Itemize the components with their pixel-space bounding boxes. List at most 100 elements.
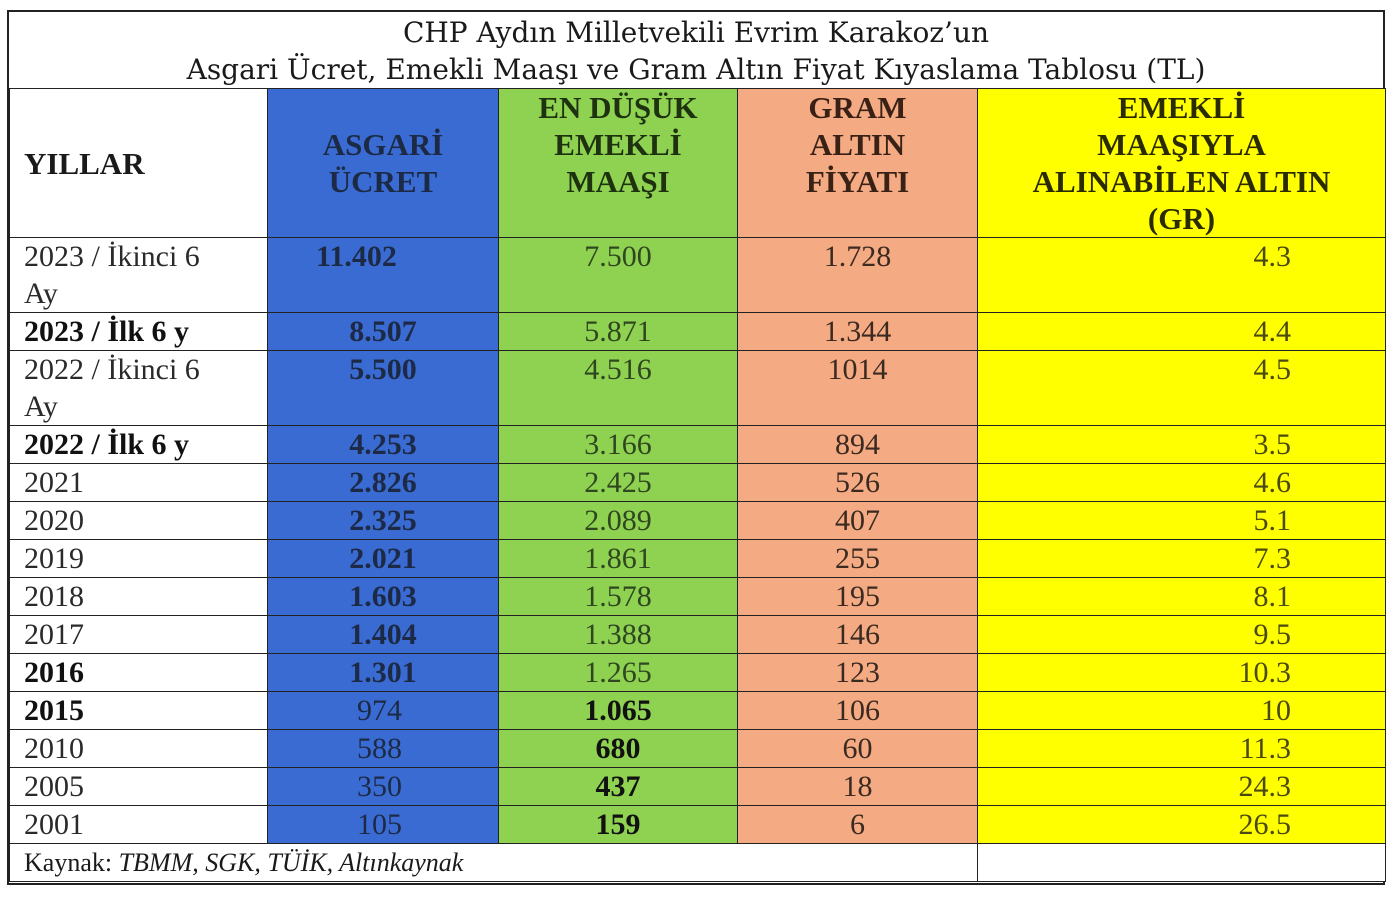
comparison-table: YILLAR ASGARİ ÜCRET EN DÜŞÜK EMEKLİ MAAŞ… (9, 88, 1386, 882)
cell-min-wage: 2.021 (267, 539, 499, 578)
header-gold-buyable: EMEKLİ MAAŞIYLA ALINABİLEN ALTIN (GR) (977, 88, 1386, 238)
header-gold-buyable-line: ALINABİLEN ALTIN (1032, 164, 1331, 199)
cell-year: 2005 (9, 767, 268, 806)
cell-gold-price: 123 (737, 653, 978, 692)
cell-gold-price: 60 (737, 729, 978, 768)
cell-gold-price: 407 (737, 501, 978, 540)
source-row: Kaynak: TBMM, SGK, TÜİK, Altınkaynak (9, 843, 1386, 882)
cell-min-wage: 1.301 (267, 653, 499, 692)
year-line: 2022 / İkinci 6 (24, 353, 200, 386)
header-gold-buyable-line: EMEKLİ (1117, 90, 1246, 125)
cell-min-wage: 8.507 (267, 312, 499, 351)
cell-min-pension: 159 (498, 805, 738, 844)
cell-gold-price: 255 (737, 539, 978, 578)
cell-min-pension: 2.425 (498, 463, 738, 502)
cell-gold-grams: 7.3 (977, 539, 1386, 578)
header-gold-price-line: GRAM (808, 90, 907, 125)
source-text: TBMM, SGK, TÜİK, Altınkaynak (118, 848, 464, 877)
cell-gold-grams: 3.5 (977, 425, 1386, 464)
cell-min-pension: 1.388 (498, 615, 738, 654)
cell-min-wage: 5.500 (267, 350, 499, 426)
header-min-wage: ASGARİ ÜCRET (267, 88, 499, 238)
table-title: CHP Aydın Milletvekili Evrim Karakoz’un … (9, 12, 1383, 88)
table-row: 2022 / İlk 6 y 4.253 3.166 894 3.5 (9, 425, 1386, 464)
cell-gold-grams: 10.3 (977, 653, 1386, 692)
table-row: 2019 2.021 1.861 255 7.3 (9, 539, 1386, 578)
cell-gold-price: 6 (737, 805, 978, 844)
table-row: 2005 350 437 18 24.3 (9, 767, 1386, 806)
cell-gold-grams: 4.5 (977, 350, 1386, 426)
header-min-pension-line: MAAŞI (566, 164, 670, 199)
table-row: 2015 974 1.065 106 10 (9, 691, 1386, 730)
cell-gold-grams: 26.5 (977, 805, 1386, 844)
table-row: 2023 / İlk 6 y 8.507 5.871 1.344 4.4 (9, 312, 1386, 351)
cell-min-pension: 437 (498, 767, 738, 806)
cell-min-pension: 1.578 (498, 577, 738, 616)
cell-gold-price: 18 (737, 767, 978, 806)
cell-min-wage: 1.603 (267, 577, 499, 616)
cell-year: 2020 (9, 501, 268, 540)
cell-gold-grams: 10 (977, 691, 1386, 730)
cell-year: 2022 / İkinci 6 Ay (9, 350, 268, 426)
cell-min-wage: 1.404 (267, 615, 499, 654)
header-min-pension-line: EN DÜŞÜK (538, 90, 698, 125)
year-line: Ay (24, 390, 58, 423)
title-line-2: Asgari Ücret, Emekli Maaşı ve Gram Altın… (186, 53, 1206, 86)
year-line: 2023 / İkinci 6 (24, 240, 200, 273)
cell-min-pension: 2.089 (498, 501, 738, 540)
cell-min-wage: 105 (267, 805, 499, 844)
cell-gold-grams: 4.6 (977, 463, 1386, 502)
table-row: 2010 588 680 60 11.3 (9, 729, 1386, 768)
header-min-wage-line: ÜCRET (328, 164, 438, 199)
table-row: 2021 2.826 2.425 526 4.6 (9, 463, 1386, 502)
header-gold-buyable-line: (GR) (1147, 201, 1216, 236)
table-row: 2016 1.301 1.265 123 10.3 (9, 653, 1386, 692)
cell-min-pension: 1.861 (498, 539, 738, 578)
cell-gold-price: 894 (737, 425, 978, 464)
header-years: YILLAR (9, 88, 268, 238)
cell-min-wage: 350 (267, 767, 499, 806)
comparison-table-frame: CHP Aydın Milletvekili Evrim Karakoz’un … (7, 10, 1386, 885)
cell-year: 2022 / İlk 6 y (9, 425, 268, 464)
cell-year: 2010 (9, 729, 268, 768)
cell-gold-grams: 8.1 (977, 577, 1386, 616)
cell-gold-price: 526 (737, 463, 978, 502)
header-row: YILLAR ASGARİ ÜCRET EN DÜŞÜK EMEKLİ MAAŞ… (9, 88, 1386, 238)
cell-year: 2016 (9, 653, 268, 692)
cell-year: 2018 (9, 577, 268, 616)
cell-year: 2001 (9, 805, 268, 844)
cell-min-pension: 1.065 (498, 691, 738, 730)
cell-gold-grams: 11.3 (977, 729, 1386, 768)
table-row: 2022 / İkinci 6 Ay 5.500 4.516 1014 4.5 (9, 350, 1386, 426)
table-row: 2023 / İkinci 6 Ay 11.402 7.500 1.728 4.… (9, 237, 1386, 313)
cell-gold-grams: 4.4 (977, 312, 1386, 351)
cell-min-pension: 680 (498, 729, 738, 768)
cell-year: 2019 (9, 539, 268, 578)
header-min-pension: EN DÜŞÜK EMEKLİ MAAŞI (498, 88, 738, 238)
header-min-wage-line: ASGARİ (322, 127, 444, 162)
header-min-pension-line: EMEKLİ (554, 127, 682, 162)
header-gold-buyable-line: MAAŞIYLA (1097, 127, 1266, 162)
source-label: Kaynak: (24, 848, 113, 877)
cell-gold-price: 146 (737, 615, 978, 654)
table-row: 2017 1.404 1.388 146 9.5 (9, 615, 1386, 654)
cell-gold-grams: 5.1 (977, 501, 1386, 540)
cell-year: 2023 / İlk 6 y (9, 312, 268, 351)
cell-min-wage: 2.325 (267, 501, 499, 540)
cell-min-wage: 4.253 (267, 425, 499, 464)
title-line-1: CHP Aydın Milletvekili Evrim Karakoz’un (402, 16, 990, 49)
cell-gold-price: 106 (737, 691, 978, 730)
cell-min-wage: 588 (267, 729, 499, 768)
cell-min-wage: 974 (267, 691, 499, 730)
cell-gold-grams: 24.3 (977, 767, 1386, 806)
cell-year: 2021 (9, 463, 268, 502)
cell-gold-grams: 4.3 (977, 237, 1386, 313)
year-line: Ay (24, 277, 58, 310)
cell-min-pension: 3.166 (498, 425, 738, 464)
cell-min-wage: 11.402 (267, 237, 499, 313)
cell-gold-grams: 9.5 (977, 615, 1386, 654)
source-cell: Kaynak: TBMM, SGK, TÜİK, Altınkaynak (9, 843, 978, 882)
table-row: 2018 1.603 1.578 195 8.1 (9, 577, 1386, 616)
cell-year: 2023 / İkinci 6 Ay (9, 237, 268, 313)
cell-min-pension: 7.500 (498, 237, 738, 313)
